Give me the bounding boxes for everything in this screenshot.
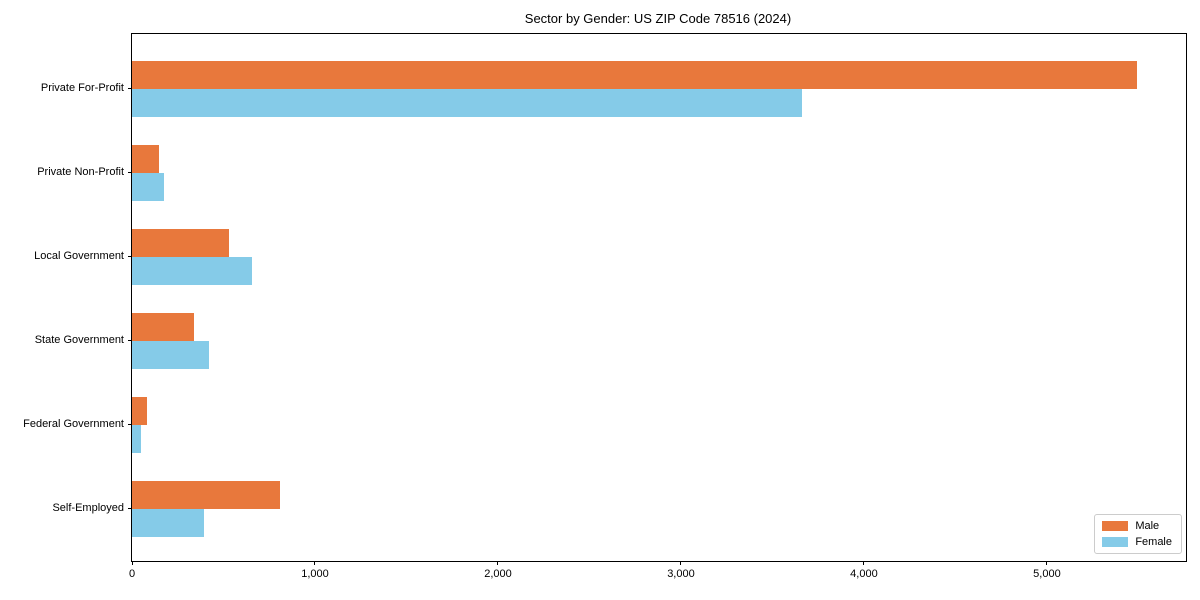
y-tick-mark	[128, 424, 132, 425]
legend: Male Female	[1094, 514, 1182, 554]
bar-female	[132, 257, 252, 285]
bar-female	[132, 341, 209, 369]
x-tick-mark	[314, 561, 316, 565]
bar-female	[132, 509, 205, 537]
legend-label: Male	[1135, 520, 1160, 532]
category-label: Self-Employed	[52, 502, 124, 514]
x-tick-label: 5,000	[1033, 568, 1061, 580]
x-tick-mark	[863, 561, 865, 565]
x-tick-label: 2,000	[484, 568, 512, 580]
x-tick-label: 3,000	[667, 568, 695, 580]
category-label: Private Non-Profit	[37, 166, 124, 178]
y-tick-mark	[128, 256, 132, 257]
y-tick-mark	[128, 508, 132, 509]
bar-male	[132, 481, 281, 509]
bar-female	[132, 425, 142, 453]
x-tick-mark	[131, 561, 133, 565]
x-tick-label: 0	[128, 568, 136, 580]
bar-male	[132, 313, 195, 341]
bar-male	[132, 61, 1137, 89]
legend-item-female: Female	[1102, 536, 1172, 548]
legend-item-male: Male	[1102, 520, 1172, 532]
bar-male	[132, 145, 160, 173]
x-tick-label: 4,000	[850, 568, 878, 580]
x-tick-mark	[680, 561, 682, 565]
category-label: Federal Government	[23, 418, 124, 430]
bar-female	[132, 89, 802, 117]
x-tick-label: 1,000	[301, 568, 329, 580]
legend-swatch-female	[1102, 537, 1129, 547]
category-label: State Government	[34, 334, 124, 346]
bar-male	[132, 229, 229, 257]
legend-swatch-male	[1102, 521, 1129, 531]
legend-label: Female	[1135, 536, 1172, 548]
bar-female	[132, 173, 164, 201]
category-label: Local Government	[34, 250, 124, 262]
y-tick-mark	[128, 172, 132, 173]
category-label: Private For-Profit	[40, 82, 124, 94]
x-tick-mark	[1046, 561, 1048, 565]
x-tick-mark	[497, 561, 499, 565]
plot-area: Private For-Profit Private Non-Profit Loca…	[23, 33, 1187, 580]
chart-title: Sector by Gender: US ZIP Code 78516 (202…	[524, 11, 792, 26]
y-tick-mark	[128, 88, 132, 89]
bar-male	[132, 397, 147, 425]
y-tick-mark	[128, 340, 132, 341]
